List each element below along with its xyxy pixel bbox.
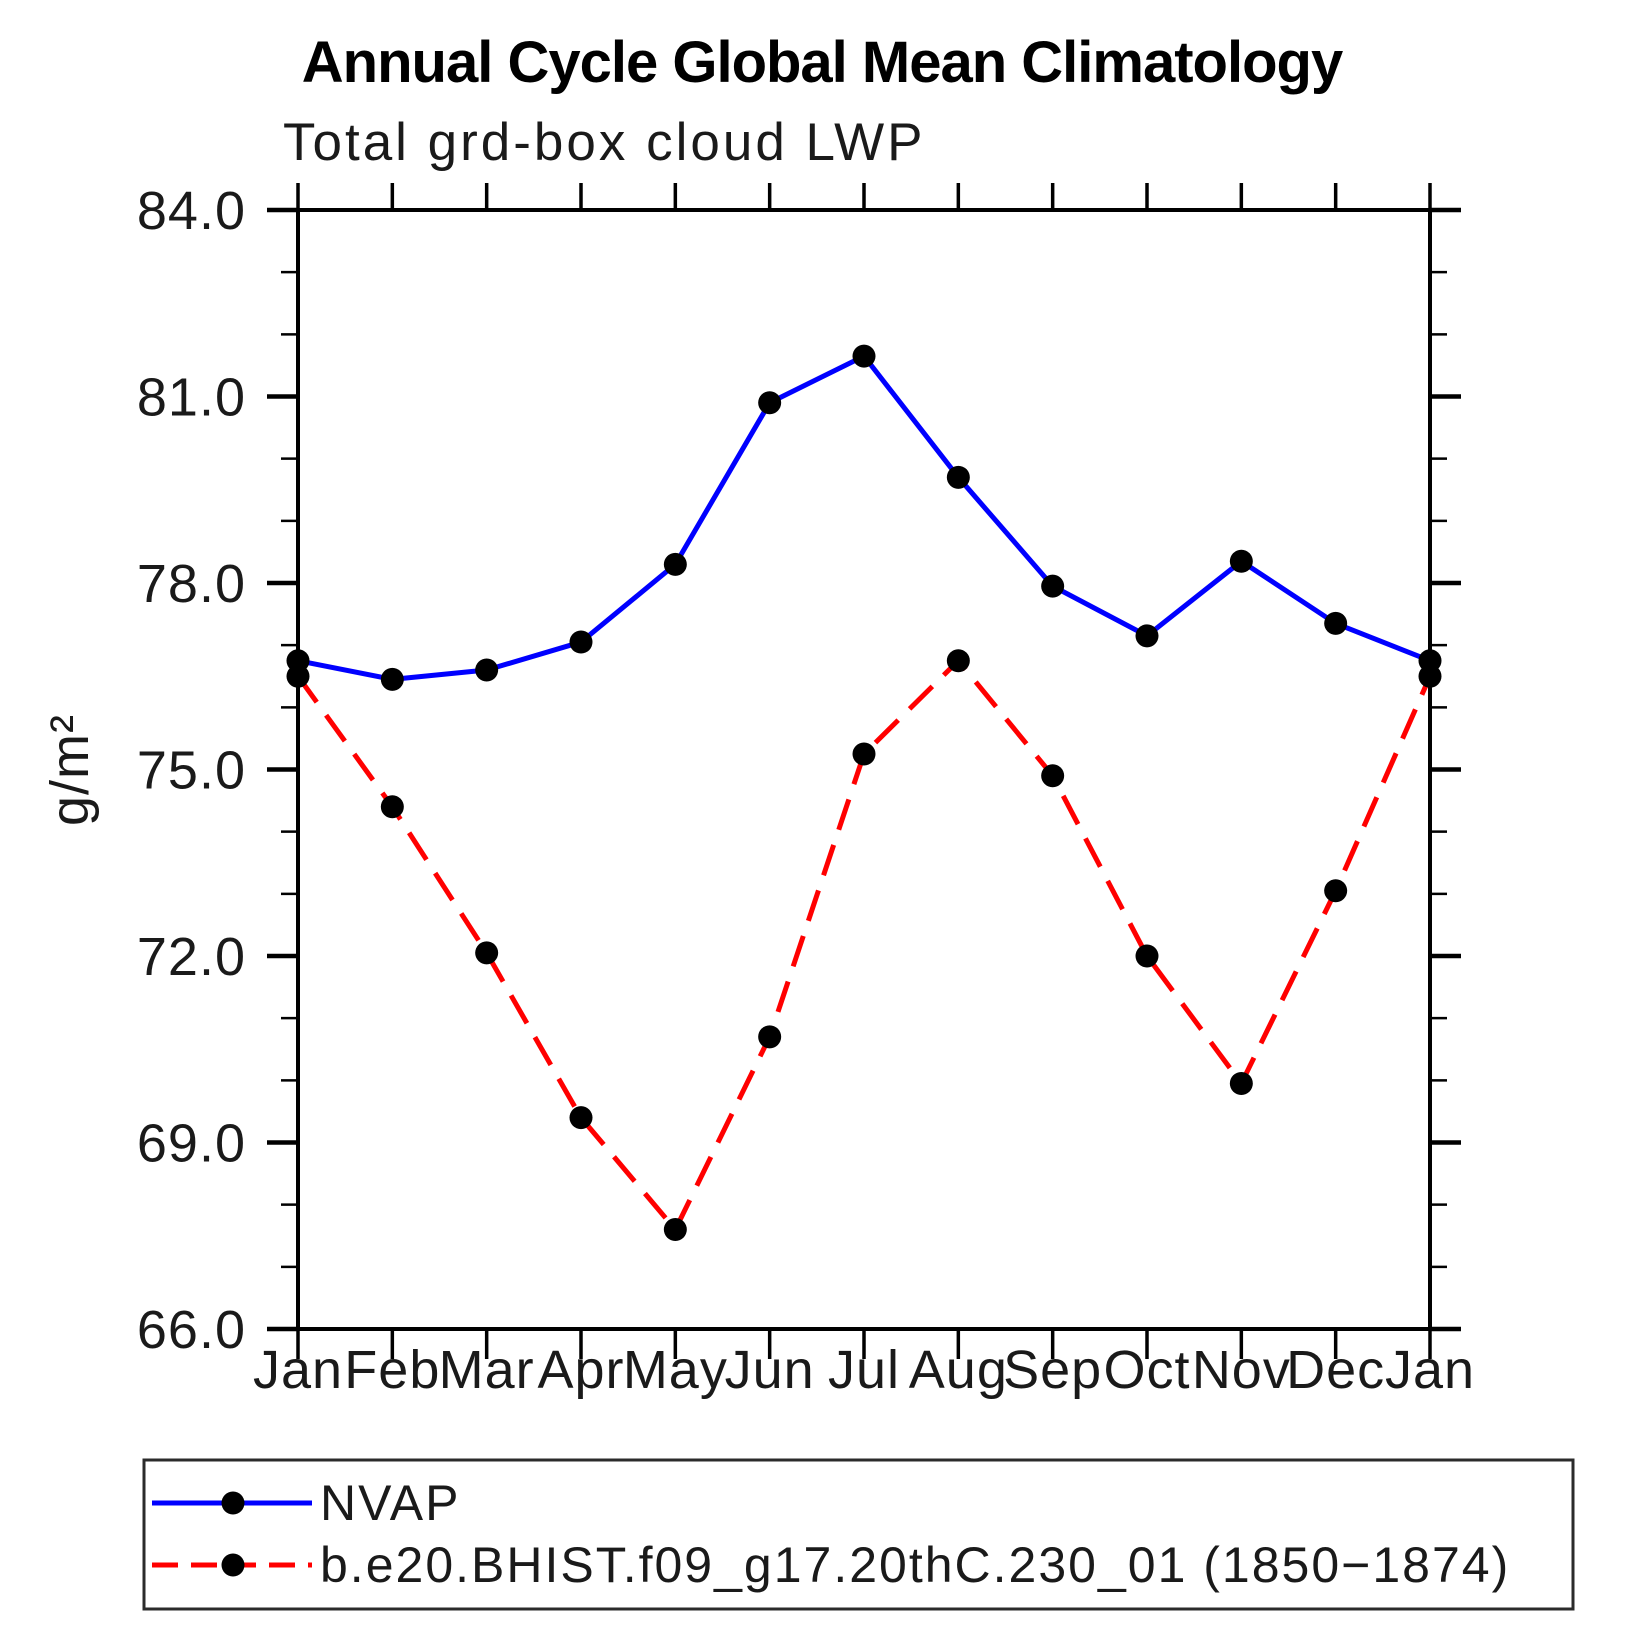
x-tick-label: Jul (828, 1340, 900, 1400)
y-axis-title: g/m² (40, 714, 100, 826)
x-tick-label: Feb (344, 1340, 440, 1400)
nvap-data-point-may-4 (663, 552, 687, 576)
legend-border (142, 1458, 1575, 1611)
x-tick-label: Aug (909, 1340, 1008, 1400)
chart-title: Annual Cycle Global Mean Climatology (302, 30, 1343, 95)
y-tick-label: 69.0 (137, 1114, 246, 1174)
x-tick-label: Dec (1286, 1340, 1385, 1400)
x-tick-label: May (623, 1340, 728, 1400)
x-tick-label: Nov (1192, 1340, 1291, 1400)
legend-marker-icon (221, 1491, 245, 1515)
nvap-data-point-feb-1 (380, 667, 404, 691)
model-data-point-may-4 (663, 1218, 687, 1242)
model-data-point-feb-1 (380, 795, 404, 819)
legend-marker-icon (221, 1553, 245, 1577)
nvap-data-point-apr-3 (569, 630, 593, 654)
nvap-data-point-oct-9 (1135, 624, 1159, 648)
model-data-point-nov-10 (1229, 1071, 1253, 1095)
nvap-data-point-jul-6 (852, 344, 876, 368)
model-data-point-oct-9 (1135, 944, 1159, 968)
legend-box: NVAP b.e20.BHIST.f09_g17.20thC.230_01 (1… (142, 1458, 1575, 1611)
model-data-point-apr-3 (569, 1106, 593, 1130)
model-data-point-jan-12 (1418, 664, 1442, 688)
y-tick-label: 72.0 (137, 927, 246, 987)
chart-subtitle: Total grd-box cloud LWP (283, 113, 925, 172)
y-tick-label: 84.0 (137, 181, 246, 241)
x-tick-label: Sep (1003, 1340, 1102, 1400)
x-tick-label: Jan (1385, 1340, 1475, 1400)
y-tick-label: 75.0 (137, 741, 246, 801)
x-tick-label: Oct (1103, 1340, 1190, 1400)
nvap-data-point-mar-2 (475, 658, 499, 682)
legend-label-model: b.e20.BHIST.f09_g17.20thC.230_01 (1850−1… (320, 1537, 1510, 1593)
x-tick-label: Mar (439, 1340, 535, 1400)
model-data-point-sep-8 (1041, 764, 1065, 788)
model-data-point-jan-0 (286, 664, 310, 688)
nvap-data-point-aug-7 (946, 465, 970, 489)
y-tick-label: 66.0 (137, 1300, 246, 1360)
model-data-point-aug-7 (946, 649, 970, 673)
x-tick-label: Apr (537, 1340, 624, 1400)
model-data-point-dec-11 (1324, 879, 1348, 903)
model-data-point-jul-6 (852, 742, 876, 766)
nvap-series-line (297, 353, 1431, 682)
x-tick-label: Jun (725, 1340, 815, 1400)
model-data-point-mar-2 (475, 941, 499, 965)
y-tick-label: 81.0 (137, 368, 246, 428)
nvap-data-point-dec-11 (1324, 611, 1348, 635)
nvap-data-point-jun-5 (758, 391, 782, 415)
legend-label-nvap: NVAP (320, 1475, 460, 1531)
model-data-point-jun-5 (758, 1025, 782, 1049)
y-tick-label: 78.0 (137, 554, 246, 614)
nvap-data-point-sep-8 (1041, 574, 1065, 598)
x-tick-label: Jan (253, 1340, 343, 1400)
nvap-data-point-nov-10 (1229, 549, 1253, 573)
